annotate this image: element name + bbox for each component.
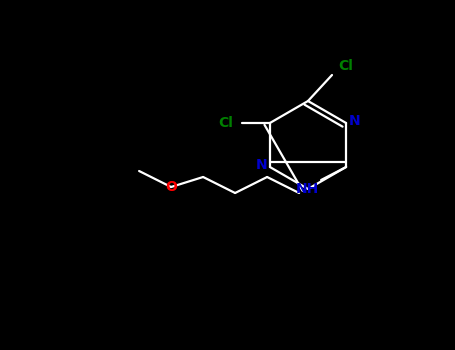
Text: N: N: [348, 114, 360, 128]
Text: N: N: [256, 158, 268, 172]
Text: Cl: Cl: [218, 116, 233, 130]
Text: Cl: Cl: [339, 59, 354, 73]
Text: NH: NH: [295, 182, 319, 196]
Text: O: O: [165, 180, 177, 194]
